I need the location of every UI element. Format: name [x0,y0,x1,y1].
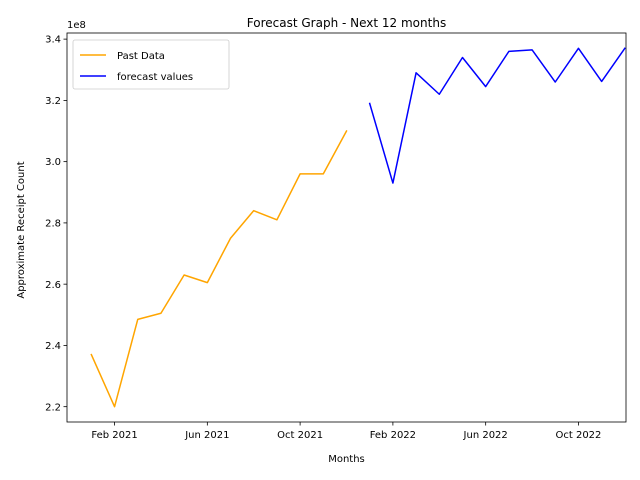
tick-layer: 2.2 2.4 2.6 2.8 3.0 3.2 3.4 Feb 2021 Jun 2021 Oct… [45,35,601,441]
legend-label-forecast-values: forecast values [117,72,193,83]
x-tick-label: Feb 2021 [91,430,137,441]
x-axis-label: Months [328,454,365,465]
x-tick-label: Feb 2022 [370,430,416,441]
legend: Past Data forecast values [72,39,230,90]
x-tick-label: Oct 2022 [555,430,601,441]
plot-frame [66,32,627,423]
y-tick-label: 2.4 [45,341,61,352]
y-tick-label: 3.4 [45,35,61,46]
chart-title: Forecast Graph - Next 12 months [247,16,446,30]
y-tick-label: 3.2 [45,96,61,107]
legend-box [72,39,230,90]
series-line-past-data [90,130,348,408]
plot-area [67,33,626,422]
y-tick-label: 2.8 [45,219,61,230]
y-tick-label: 2.6 [45,280,61,291]
series-line-forecast-values [368,47,626,184]
x-tick-label: Oct 2021 [277,430,323,441]
y-axis-label: Approximate Receipt Count [16,161,27,298]
legend-label-past-data: Past Data [117,51,165,62]
y-tick-label: 2.2 [45,402,61,413]
y-scale-label: 1e8 [67,20,86,31]
x-tick-label: Jun 2022 [463,430,508,441]
series-layer [90,47,626,408]
y-tick-label: 3.0 [45,157,61,168]
x-tick-label: Jun 2021 [184,430,229,441]
